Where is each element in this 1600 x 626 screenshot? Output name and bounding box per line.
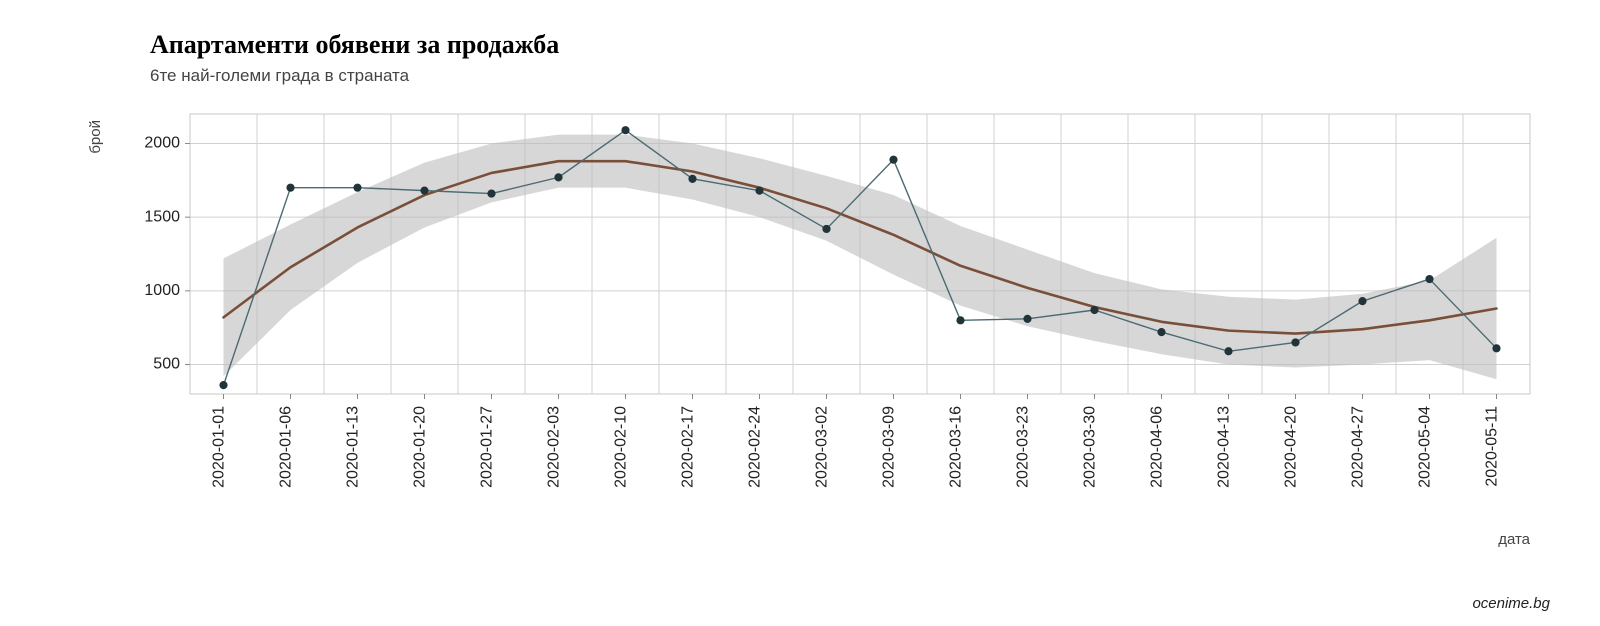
data-point bbox=[1091, 306, 1098, 313]
x-tick-label: 2020-01-13 bbox=[345, 406, 362, 488]
data-point bbox=[488, 190, 495, 197]
data-point bbox=[1359, 298, 1366, 305]
x-tick-label: 2020-02-24 bbox=[747, 406, 764, 488]
x-tick-label: 2020-03-02 bbox=[814, 406, 831, 488]
data-point bbox=[354, 184, 361, 191]
data-point bbox=[756, 187, 763, 194]
chart-container: Апартаменти обявени за продажба 6те най-… bbox=[0, 0, 1600, 626]
data-point bbox=[220, 382, 227, 389]
chart-subtitle: 6те най-големи града в страната bbox=[150, 66, 1560, 86]
x-tick-label: 2020-03-23 bbox=[1015, 406, 1032, 488]
data-point bbox=[1158, 329, 1165, 336]
y-tick-label: 2000 bbox=[144, 135, 180, 152]
data-point bbox=[622, 127, 629, 134]
chart-title: Апартаменти обявени за продажба bbox=[150, 30, 1560, 60]
x-tick-label: 2020-02-10 bbox=[613, 406, 630, 488]
chart-plot-area: 500 1000 1500 2000 брой 2020-01-01 2020-01-06 2… bbox=[40, 104, 1560, 569]
x-tick-label: 2020-04-20 bbox=[1283, 406, 1300, 488]
data-point bbox=[1225, 348, 1232, 355]
x-tick-label: 2020-01-01 bbox=[211, 406, 228, 488]
data-point bbox=[689, 175, 696, 182]
x-tick-label: 2020-04-06 bbox=[1149, 406, 1166, 488]
y-tick-label: 1500 bbox=[144, 208, 180, 225]
x-axis-label: дата bbox=[1498, 531, 1530, 548]
x-tick-label: 2020-05-11 bbox=[1484, 406, 1501, 487]
chart-svg: 500 1000 1500 2000 брой 2020-01-01 2020-01-06 2… bbox=[40, 104, 1560, 564]
data-point bbox=[1493, 345, 1500, 352]
data-point bbox=[287, 184, 294, 191]
data-point bbox=[1024, 315, 1031, 322]
data-point bbox=[1292, 339, 1299, 346]
data-point bbox=[421, 187, 428, 194]
x-tick-label: 2020-03-30 bbox=[1082, 406, 1099, 488]
x-tick-label: 2020-04-13 bbox=[1216, 406, 1233, 488]
x-tick-label: 2020-02-17 bbox=[680, 406, 697, 488]
y-tick-label: 1000 bbox=[144, 282, 180, 299]
data-point bbox=[890, 156, 897, 163]
chart-caption: ocenime.bg bbox=[1472, 595, 1550, 612]
y-axis-label: брой bbox=[87, 120, 104, 154]
data-point bbox=[1426, 275, 1433, 282]
x-tick-label: 2020-05-04 bbox=[1417, 406, 1434, 488]
x-tick-label: 2020-03-16 bbox=[948, 406, 965, 488]
x-tick-label: 2020-02-03 bbox=[546, 406, 563, 488]
data-point bbox=[823, 225, 830, 232]
x-tick-label: 2020-01-20 bbox=[412, 406, 429, 488]
x-tick-label: 2020-03-09 bbox=[881, 406, 898, 488]
x-tick-label: 2020-04-27 bbox=[1350, 406, 1367, 488]
data-point bbox=[957, 317, 964, 324]
x-tick-label: 2020-01-06 bbox=[278, 406, 295, 488]
y-tick-label: 500 bbox=[153, 356, 180, 373]
data-point bbox=[555, 174, 562, 181]
x-tick-label: 2020-01-27 bbox=[479, 406, 496, 488]
